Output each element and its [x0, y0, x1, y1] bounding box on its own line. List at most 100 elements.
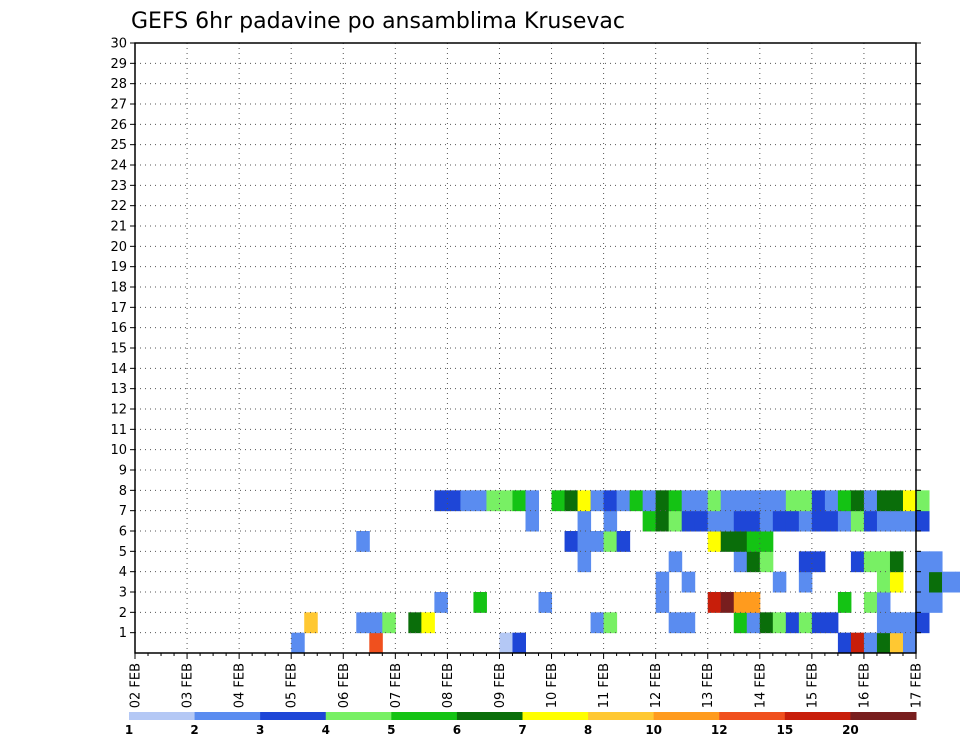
legend-swatch [260, 712, 327, 720]
legend-swatch [784, 712, 851, 720]
heatmap-cell [577, 510, 592, 532]
heatmap-cell [902, 632, 917, 654]
heatmap-cell [642, 510, 657, 532]
legend-swatch [850, 712, 917, 720]
x-tick-label: 14 FEB [753, 663, 768, 708]
legend-swatch [456, 712, 523, 720]
y-tick-label: 23 [110, 179, 127, 194]
chart-title: GEFS 6hr padavine po ansamblima Krusevac [131, 9, 625, 34]
heatmap-cell [759, 510, 774, 532]
heatmap-cell [889, 490, 904, 512]
heatmap-cell [785, 510, 800, 532]
heatmap-cell [668, 612, 683, 634]
heatmap-cell [746, 612, 761, 634]
legend-swatch [719, 712, 786, 720]
legend-swatch [653, 712, 720, 720]
heatmap-cell [889, 551, 904, 573]
x-tick-label: 15 FEB [805, 663, 820, 708]
y-tick-label: 25 [110, 138, 127, 153]
heatmap-cell [759, 551, 774, 573]
heatmap-cell [916, 612, 930, 634]
x-tick-label: 02 FEB [129, 663, 144, 708]
heatmap-cell [929, 551, 943, 573]
legend-label: 3 [256, 723, 264, 737]
heatmap-cell [759, 531, 774, 552]
heatmap-cell [590, 531, 605, 552]
x-tick-label: 10 FEB [545, 663, 560, 708]
heatmap-cell [746, 531, 761, 552]
heatmap-cell [916, 490, 930, 512]
heatmap-cell [681, 510, 696, 532]
y-tick-label: 20 [110, 240, 127, 255]
heatmap-cell [707, 592, 722, 613]
heatmap-cell [798, 510, 813, 532]
heatmap-cell [694, 510, 709, 532]
heatmap-cell [499, 632, 513, 654]
x-tick-label: 03 FEB [181, 663, 196, 708]
heatmap-cell [811, 551, 826, 573]
heatmap-cell [369, 612, 383, 634]
heatmap-cell [291, 632, 305, 654]
heatmap-cell [499, 490, 513, 512]
heatmap-cell [564, 531, 579, 552]
heatmap-cell [902, 612, 917, 634]
heatmap-cell [929, 592, 943, 613]
heatmap-cell [720, 490, 735, 512]
y-tick-label: 18 [110, 281, 127, 296]
heatmap-cell [642, 490, 657, 512]
heatmap-cell [916, 571, 930, 593]
heatmap-cell [525, 510, 540, 532]
heatmap-cell [785, 612, 800, 634]
heatmap-cell [824, 612, 839, 634]
heatmap-cell [759, 612, 774, 634]
heatmap-cell [720, 592, 735, 613]
heatmap-cell [304, 612, 318, 634]
heatmap-cell [876, 571, 891, 593]
legend-label: 2 [190, 723, 198, 737]
heatmap-cell [837, 592, 852, 613]
heatmap-cell [551, 490, 566, 512]
y-tick-label: 29 [110, 57, 127, 72]
heatmap-cell [538, 592, 553, 613]
x-tick-label: 13 FEB [701, 663, 716, 708]
heatmap-cell [668, 551, 683, 573]
heatmap-cell [759, 490, 774, 512]
heatmap-cell [577, 531, 592, 552]
y-tick-label: 30 [110, 37, 127, 52]
heatmap-cell [876, 490, 891, 512]
heatmap-cell [746, 510, 761, 532]
heatmap-cell [512, 632, 526, 654]
heatmap-cell [811, 510, 826, 532]
heatmap-cell [512, 490, 526, 512]
legend-label: 8 [584, 723, 592, 737]
heatmap-cell [733, 551, 748, 573]
y-tick-label: 14 [110, 362, 127, 377]
heatmap-cell [629, 490, 644, 512]
heatmap-cell [863, 632, 878, 654]
legend-swatch [129, 712, 196, 720]
heatmap-cell [733, 531, 748, 552]
y-tick-label: 10 [110, 443, 127, 458]
heatmap-cell [707, 510, 722, 532]
heatmap-cell [603, 490, 618, 512]
heatmap-cell [929, 571, 943, 593]
legend-swatch [522, 712, 589, 720]
heatmap-cell [421, 612, 435, 634]
heatmap-cell [733, 612, 748, 634]
heatmap-cell [876, 612, 891, 634]
legend-label: 7 [518, 723, 526, 737]
heatmap-cell [863, 490, 878, 512]
y-tick-label: 11 [110, 423, 127, 438]
y-tick-label: 8 [119, 484, 127, 499]
heatmap-cell [798, 571, 813, 593]
heatmap-cell [916, 510, 930, 532]
heatmap-cell [850, 490, 865, 512]
legend-label: 4 [322, 723, 330, 737]
heatmap-cell [863, 592, 878, 613]
legend-swatch [588, 712, 655, 720]
heatmap-cell [590, 490, 605, 512]
heatmap-cell [655, 592, 670, 613]
heatmap-cell [746, 592, 761, 613]
heatmap-cell [616, 490, 631, 512]
heatmap-cell [356, 531, 370, 552]
